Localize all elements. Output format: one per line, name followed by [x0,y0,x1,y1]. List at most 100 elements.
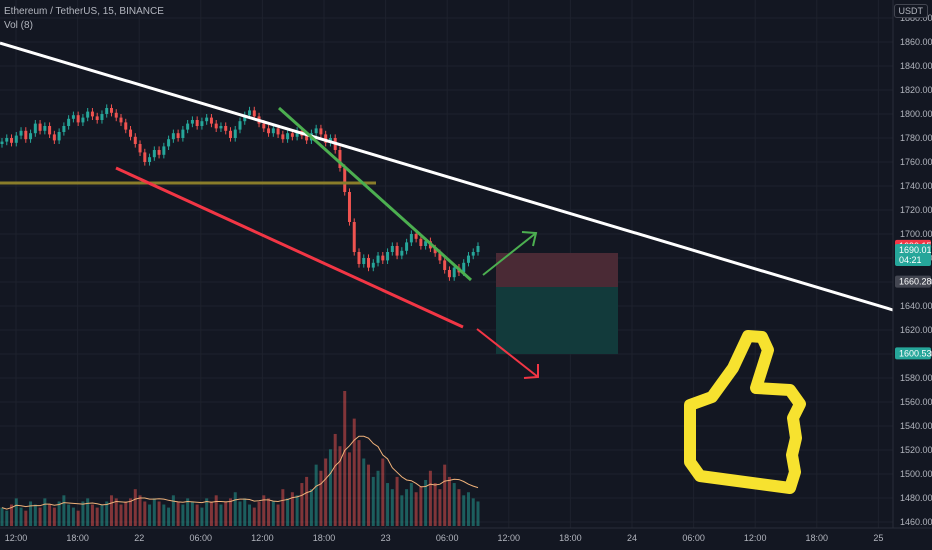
candle [219,122,223,132]
volume-legend[interactable]: Vol (8) [4,20,33,31]
y-tick-label: 1700.00 [900,229,932,239]
volume-bar [10,504,14,526]
candle [176,129,180,142]
volume-bar [376,470,380,526]
candle [5,134,9,146]
candle [19,127,23,140]
x-tick-label: 18:00 [313,533,336,543]
candle [33,120,37,137]
candle [95,112,99,124]
volume-bar [390,489,394,526]
candle [29,129,33,143]
y-tick-label: 1780.00 [900,133,932,143]
candle [357,248,361,268]
x-tick-label: 24 [627,533,637,543]
candle [90,108,94,120]
volume-bar [262,495,266,526]
x-tick-label: 12:00 [498,533,521,543]
price-badge [895,243,931,266]
candle [267,124,271,137]
volume-bar [86,498,90,526]
candle [10,134,14,147]
candle [362,254,366,268]
volume-bar [5,510,9,526]
volume-bar [381,458,385,526]
candle [43,122,47,135]
volume-bar [52,507,56,526]
time-axis[interactable]: 12:00 18:00 22 06:00 12:00 18:00 23 06:00 12:00 1… [0,527,932,550]
volume-bar [81,501,85,526]
candle [138,140,142,156]
candle [71,111,75,123]
volume-bar [43,498,47,526]
volume-bar [119,504,123,526]
candle [228,127,232,142]
volume-bar [76,510,80,526]
volume-bar [367,464,371,526]
volume-bar [33,504,37,526]
candle [171,129,175,143]
candle [319,124,323,138]
currency-label[interactable]: USDT [893,4,928,18]
volume-bar [67,504,71,526]
price-axis[interactable]: 1880.00 1860.00 1840.00 1820.00 1800.00 1780.… [892,0,932,550]
candle [214,120,218,132]
candle [14,132,18,147]
volume-bar [228,498,232,526]
volume-bar [186,498,190,526]
symbol-title[interactable]: Ethereum / TetherUS, 15, BINANCE [4,6,164,17]
risk-zone[interactable] [496,253,618,287]
chart-grid [0,0,893,528]
volume-bar [443,464,447,526]
candle [233,126,237,142]
candle [409,230,413,246]
candle [24,127,28,143]
green-arrow[interactable] [482,231,538,276]
green-trendline[interactable] [277,106,473,282]
candle [205,114,209,125]
candle [129,126,133,141]
volume-bar [347,452,351,526]
volume-bar [409,483,413,526]
volume-bar [457,489,461,526]
volume-bar [238,501,242,526]
candle [419,235,423,250]
y-tick-label: 1480.00 [900,493,932,503]
volume-bar [224,501,228,526]
candle [133,133,137,148]
reward-zone[interactable] [496,287,618,354]
volume-bar [38,507,42,526]
candle [62,122,66,136]
volume-bar [243,498,247,526]
volume-bar [290,492,294,526]
candle [476,242,480,256]
thumbs-up-icon [684,330,806,494]
volume-bar [129,498,133,526]
candle [343,164,347,196]
candle [81,114,85,126]
price-badge-label: 1690.01 [899,245,932,255]
volume-bar [171,495,175,526]
candle [200,117,204,130]
y-tick-label: 1740.00 [900,181,932,191]
chart-header: Ethereum / TetherUS, 15, BINANCE Vol (8) [4,5,164,33]
candle [152,146,156,161]
candle [76,111,80,126]
candle [157,146,161,159]
volume-bar [71,507,75,526]
candle [466,252,470,267]
x-tick-label: 06:00 [436,533,459,543]
candle [224,122,228,135]
x-tick-label: 06:00 [190,533,213,543]
candle [471,248,475,260]
volume-bar [148,504,152,526]
red-trendline[interactable] [115,166,464,329]
volume-bar [447,476,451,526]
white-trendline[interactable] [0,41,894,312]
red-arrow[interactable] [476,328,539,379]
volume-bar [328,449,332,526]
candle [395,242,399,260]
candle [371,259,375,272]
volume-bar [157,501,161,526]
